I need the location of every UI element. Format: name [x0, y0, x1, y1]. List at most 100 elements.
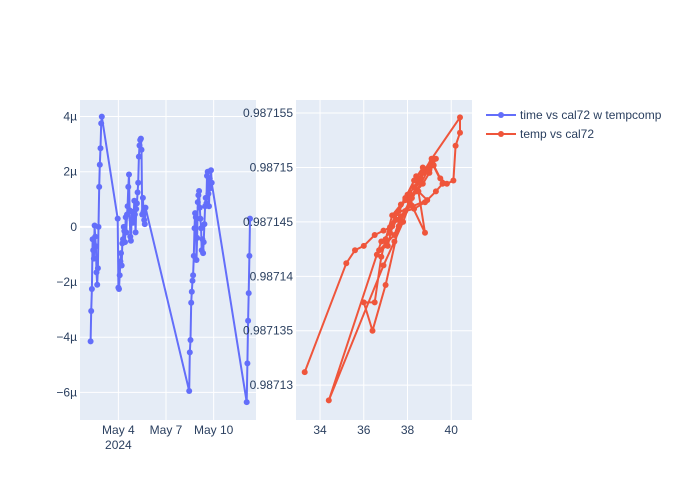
data-point[interactable]: [142, 204, 149, 211]
data-point[interactable]: [408, 202, 415, 209]
data-point[interactable]: [196, 204, 203, 211]
data-point[interactable]: [457, 114, 463, 121]
data-point[interactable]: [116, 286, 122, 292]
data-point[interactable]: [428, 155, 435, 162]
data-point[interactable]: [116, 272, 123, 279]
data-point[interactable]: [198, 225, 205, 232]
data-point[interactable]: [141, 221, 148, 228]
data-point[interactable]: [188, 288, 195, 295]
data-point[interactable]: [133, 206, 140, 212]
data-point[interactable]: [419, 164, 426, 171]
data-point[interactable]: [207, 185, 214, 192]
data-point[interactable]: [132, 229, 139, 236]
data-point[interactable]: [129, 219, 136, 226]
data-point[interactable]: [92, 243, 99, 250]
data-point[interactable]: [400, 218, 407, 225]
data-point[interactable]: [402, 208, 409, 214]
data-point[interactable]: [201, 221, 208, 228]
data-point[interactable]: [417, 180, 424, 187]
data-point[interactable]: [200, 239, 207, 246]
data-point[interactable]: [387, 229, 393, 236]
data-point[interactable]: [194, 199, 201, 206]
data-point[interactable]: [191, 225, 198, 232]
data-point[interactable]: [443, 180, 450, 187]
data-point[interactable]: [430, 162, 437, 169]
data-point[interactable]: [301, 369, 308, 376]
data-point[interactable]: [98, 113, 105, 120]
data-point[interactable]: [391, 238, 398, 245]
data-point[interactable]: [96, 183, 103, 190]
data-point[interactable]: [131, 211, 138, 218]
data-point[interactable]: [371, 232, 378, 238]
data-point[interactable]: [371, 299, 378, 306]
data-point[interactable]: [404, 191, 411, 198]
data-point[interactable]: [387, 224, 393, 231]
data-point[interactable]: [188, 299, 195, 306]
data-point[interactable]: [422, 229, 428, 236]
data-point[interactable]: [247, 215, 253, 222]
data-point[interactable]: [135, 179, 142, 186]
data-point[interactable]: [380, 227, 387, 234]
data-point[interactable]: [192, 214, 199, 221]
data-point[interactable]: [138, 146, 145, 153]
data-point[interactable]: [439, 180, 446, 187]
data-point[interactable]: [245, 317, 252, 324]
data-point[interactable]: [194, 234, 201, 241]
data-point[interactable]: [139, 194, 146, 201]
data-point[interactable]: [432, 188, 439, 195]
data-point[interactable]: [190, 272, 197, 279]
data-point[interactable]: [413, 173, 420, 180]
legend-item-temp[interactable]: temp vs cal72: [486, 127, 594, 141]
data-point[interactable]: [187, 337, 194, 343]
legend-item-time[interactable]: time vs cal72 w tempcomp: [486, 108, 662, 122]
data-point[interactable]: [373, 251, 380, 258]
data-point[interactable]: [457, 129, 463, 136]
data-point[interactable]: [186, 388, 193, 394]
data-point[interactable]: [395, 223, 402, 230]
data-point[interactable]: [450, 177, 457, 184]
data-point[interactable]: [246, 252, 253, 259]
data-point[interactable]: [343, 260, 350, 267]
data-point[interactable]: [114, 215, 121, 222]
data-point[interactable]: [325, 397, 332, 404]
legend[interactable]: time vs cal72 w tempcomp temp vs cal72: [486, 108, 662, 141]
data-point[interactable]: [196, 188, 203, 194]
data-point[interactable]: [411, 184, 418, 191]
data-point[interactable]: [94, 281, 101, 288]
data-point[interactable]: [205, 190, 212, 197]
data-point[interactable]: [193, 257, 200, 263]
data-point[interactable]: [384, 242, 391, 249]
data-point[interactable]: [133, 200, 140, 207]
data-point[interactable]: [360, 242, 367, 249]
data-point[interactable]: [360, 299, 367, 306]
data-point[interactable]: [118, 250, 124, 257]
data-point[interactable]: [122, 239, 128, 246]
data-point[interactable]: [369, 327, 376, 334]
data-point[interactable]: [135, 153, 142, 160]
data-point[interactable]: [397, 213, 404, 220]
data-point[interactable]: [245, 290, 252, 297]
data-point[interactable]: [95, 223, 102, 230]
data-point[interactable]: [408, 195, 415, 201]
data-point[interactable]: [208, 167, 214, 174]
data-point[interactable]: [437, 175, 444, 182]
data-point[interactable]: [88, 286, 95, 292]
data-point[interactable]: [96, 161, 103, 168]
data-point[interactable]: [200, 250, 207, 257]
data-point[interactable]: [98, 120, 105, 127]
data-point[interactable]: [90, 255, 97, 262]
data-point[interactable]: [378, 238, 385, 245]
data-point[interactable]: [126, 171, 132, 178]
data-point[interactable]: [137, 135, 144, 142]
data-point[interactable]: [186, 349, 193, 356]
data-point[interactable]: [206, 203, 212, 210]
data-point[interactable]: [189, 277, 196, 284]
data-point[interactable]: [393, 216, 400, 223]
data-point[interactable]: [243, 399, 250, 406]
data-point[interactable]: [87, 338, 94, 345]
data-point[interactable]: [452, 142, 459, 149]
data-point[interactable]: [134, 189, 141, 196]
data-point[interactable]: [393, 210, 400, 217]
data-point[interactable]: [127, 237, 134, 244]
data-point[interactable]: [123, 229, 130, 236]
